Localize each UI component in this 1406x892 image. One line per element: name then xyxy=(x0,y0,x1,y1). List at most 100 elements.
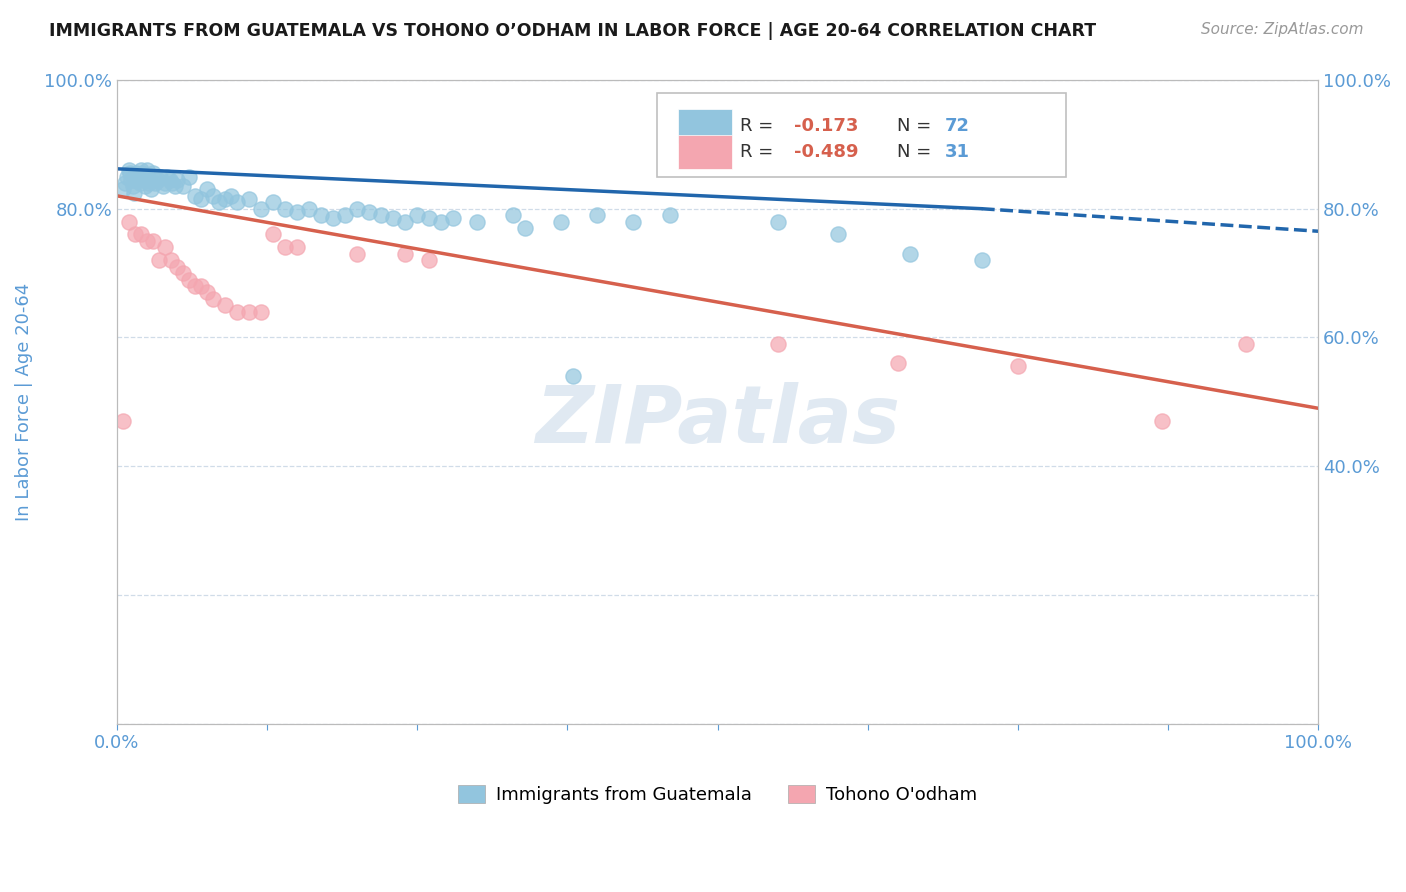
Point xyxy=(238,304,260,318)
Point xyxy=(274,202,297,216)
Point xyxy=(766,337,789,351)
Point xyxy=(250,304,273,318)
Text: R =: R = xyxy=(741,144,779,161)
Point xyxy=(346,202,368,216)
Point xyxy=(335,208,357,222)
Point xyxy=(250,202,273,216)
Point xyxy=(441,211,464,226)
Point xyxy=(160,176,183,190)
Text: Source: ZipAtlas.com: Source: ZipAtlas.com xyxy=(1201,22,1364,37)
Point xyxy=(766,214,789,228)
Point xyxy=(125,166,148,180)
Point xyxy=(1007,359,1029,374)
Point xyxy=(406,208,429,222)
Point xyxy=(153,176,176,190)
Point xyxy=(129,227,152,242)
Point xyxy=(145,176,167,190)
Point xyxy=(115,169,138,184)
Point xyxy=(122,186,145,200)
Legend: Immigrants from Guatemala, Tohono O'odham: Immigrants from Guatemala, Tohono O'odha… xyxy=(451,778,984,812)
Point xyxy=(135,169,157,184)
Point xyxy=(262,195,284,210)
Point xyxy=(623,214,645,228)
FancyBboxPatch shape xyxy=(678,109,733,144)
Text: 31: 31 xyxy=(945,144,970,161)
Point xyxy=(163,179,186,194)
Point xyxy=(465,214,488,228)
Point xyxy=(226,195,249,210)
Point xyxy=(298,202,321,216)
Point xyxy=(382,211,405,226)
Point xyxy=(159,173,181,187)
Text: R =: R = xyxy=(741,117,779,136)
Point xyxy=(139,182,162,196)
FancyBboxPatch shape xyxy=(658,93,1066,177)
FancyBboxPatch shape xyxy=(678,136,733,169)
Point xyxy=(134,179,156,194)
Text: ZIPatlas: ZIPatlas xyxy=(536,382,900,460)
Point xyxy=(586,208,609,222)
Point xyxy=(156,169,179,184)
Point xyxy=(1150,414,1173,428)
Point xyxy=(121,179,143,194)
Point xyxy=(142,234,165,248)
Text: IMMIGRANTS FROM GUATEMALA VS TOHONO O’ODHAM IN LABOR FORCE | AGE 20-64 CORRELATI: IMMIGRANTS FROM GUATEMALA VS TOHONO O’OD… xyxy=(49,22,1097,40)
Point xyxy=(136,234,159,248)
Point xyxy=(166,260,188,274)
Point xyxy=(430,214,453,228)
Point xyxy=(142,166,165,180)
Point xyxy=(418,253,440,268)
Point xyxy=(131,166,153,180)
Point xyxy=(309,208,332,222)
Point xyxy=(152,179,174,194)
Point xyxy=(827,227,849,242)
Point xyxy=(322,211,344,226)
Point xyxy=(562,369,585,384)
Y-axis label: In Labor Force | Age 20-64: In Labor Force | Age 20-64 xyxy=(15,283,32,521)
Point xyxy=(274,240,297,254)
Point xyxy=(285,205,308,219)
Point xyxy=(190,192,212,206)
Point xyxy=(202,189,225,203)
Point xyxy=(120,173,142,187)
Point xyxy=(111,414,134,428)
Point xyxy=(898,247,921,261)
Point xyxy=(128,176,150,190)
Point xyxy=(111,182,134,196)
Point xyxy=(195,182,218,196)
Point xyxy=(886,356,908,370)
Text: N =: N = xyxy=(897,117,936,136)
Point xyxy=(202,292,225,306)
Point xyxy=(195,285,218,300)
Point xyxy=(138,176,160,190)
Point xyxy=(1234,337,1257,351)
Point xyxy=(394,214,416,228)
Point xyxy=(166,173,188,187)
Point xyxy=(149,169,172,184)
Point xyxy=(129,163,152,178)
Point xyxy=(184,279,207,293)
Text: 72: 72 xyxy=(945,117,970,136)
Point xyxy=(970,253,993,268)
Point xyxy=(172,179,194,194)
Point xyxy=(114,176,136,190)
Point xyxy=(190,279,212,293)
Point xyxy=(160,253,183,268)
Point xyxy=(214,192,236,206)
Point xyxy=(262,227,284,242)
Text: -0.489: -0.489 xyxy=(794,144,859,161)
Point xyxy=(515,221,537,235)
Point xyxy=(118,163,141,178)
Point xyxy=(118,214,141,228)
Point xyxy=(153,240,176,254)
Point xyxy=(172,266,194,280)
Point xyxy=(359,205,381,219)
Point xyxy=(370,208,392,222)
Point xyxy=(346,247,368,261)
Text: -0.173: -0.173 xyxy=(794,117,859,136)
Point xyxy=(214,298,236,312)
Point xyxy=(238,192,260,206)
Point xyxy=(219,189,242,203)
Text: N =: N = xyxy=(897,144,936,161)
Point xyxy=(418,211,440,226)
